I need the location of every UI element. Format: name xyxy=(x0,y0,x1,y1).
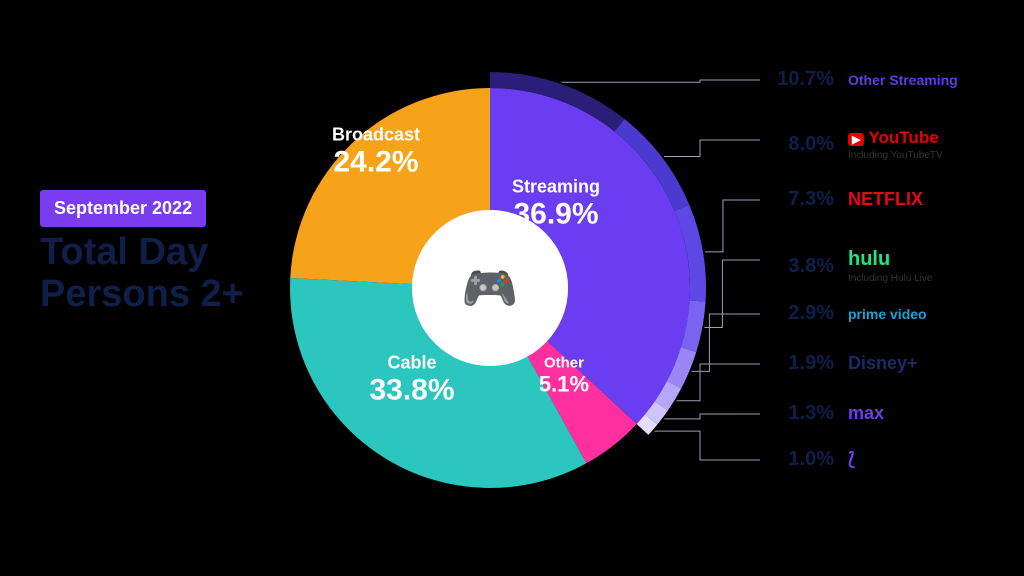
title-line1: Total Day xyxy=(40,231,208,273)
legend-row-hulu: 3.8% huluIncluding Hulu Live xyxy=(770,248,933,284)
legend-pct-disney: 1.9% xyxy=(770,352,834,375)
legend-brand-hulu: huluIncluding Hulu Live xyxy=(848,248,933,284)
legend-row-netflix: 7.3% NETFLIX xyxy=(770,188,923,211)
legend-row-youtube: 8.0% ▶YouTubeIncluding YouTubeTV xyxy=(770,128,943,161)
legend-brand-disney: Disney+ xyxy=(848,353,918,374)
legend-brand-max: max xyxy=(848,403,884,424)
title-line2: Persons 2+ xyxy=(40,273,244,315)
legend-brand-netflix: NETFLIX xyxy=(848,189,923,210)
legend-brand-prime: prime video xyxy=(848,306,927,322)
legend-row-prime: 2.9% prime video xyxy=(770,302,927,325)
legend-brand-youtube: ▶YouTubeIncluding YouTubeTV xyxy=(848,128,943,161)
legend-pct-other-streaming: 10.7% xyxy=(770,68,834,91)
legend-row-max: 1.3% max xyxy=(770,402,884,425)
page-title: Total Day Persons 2+ xyxy=(40,232,244,316)
streaming-legend: 10.7% Other Streaming 8.0% ▶YouTubeIncludin… xyxy=(770,0,1010,576)
legend-pct-hulu: 3.8% xyxy=(770,255,834,278)
remote-icon: 🎮 xyxy=(461,261,518,316)
leader-hulu xyxy=(704,260,760,328)
legend-brand-peacock: ⟅ xyxy=(848,449,855,470)
legend-pct-netflix: 7.3% xyxy=(770,188,834,211)
legend-row-peacock: 1.0% ⟅ xyxy=(770,448,855,471)
legend-pct-prime: 2.9% xyxy=(770,302,834,325)
legend-row-disney: 1.9% Disney+ xyxy=(770,352,918,375)
date-badge: September 2022 xyxy=(40,190,206,227)
chart-center-image: 🎮 xyxy=(412,210,568,366)
legend-row-other-streaming: 10.7% Other Streaming xyxy=(770,68,958,91)
leader-netflix xyxy=(705,200,760,252)
legend-pct-max: 1.3% xyxy=(770,402,834,425)
legend-pct-peacock: 1.0% xyxy=(770,448,834,471)
legend-brand-other-streaming: Other Streaming xyxy=(848,72,958,88)
legend-pct-youtube: 8.0% xyxy=(770,133,834,156)
